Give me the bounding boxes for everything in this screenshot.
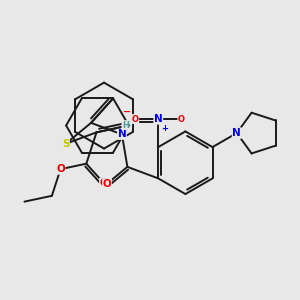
Text: O: O: [56, 164, 65, 174]
Text: +: +: [161, 124, 168, 133]
Text: −: −: [123, 107, 131, 117]
Text: O: O: [178, 115, 185, 124]
Text: N: N: [232, 128, 241, 138]
Text: O: O: [100, 178, 108, 188]
Text: N: N: [118, 129, 126, 140]
Text: S: S: [62, 139, 69, 149]
Text: N: N: [232, 128, 241, 138]
Text: N: N: [154, 114, 163, 124]
Text: H: H: [122, 121, 129, 130]
Text: O: O: [132, 115, 139, 124]
Text: O: O: [103, 179, 111, 189]
